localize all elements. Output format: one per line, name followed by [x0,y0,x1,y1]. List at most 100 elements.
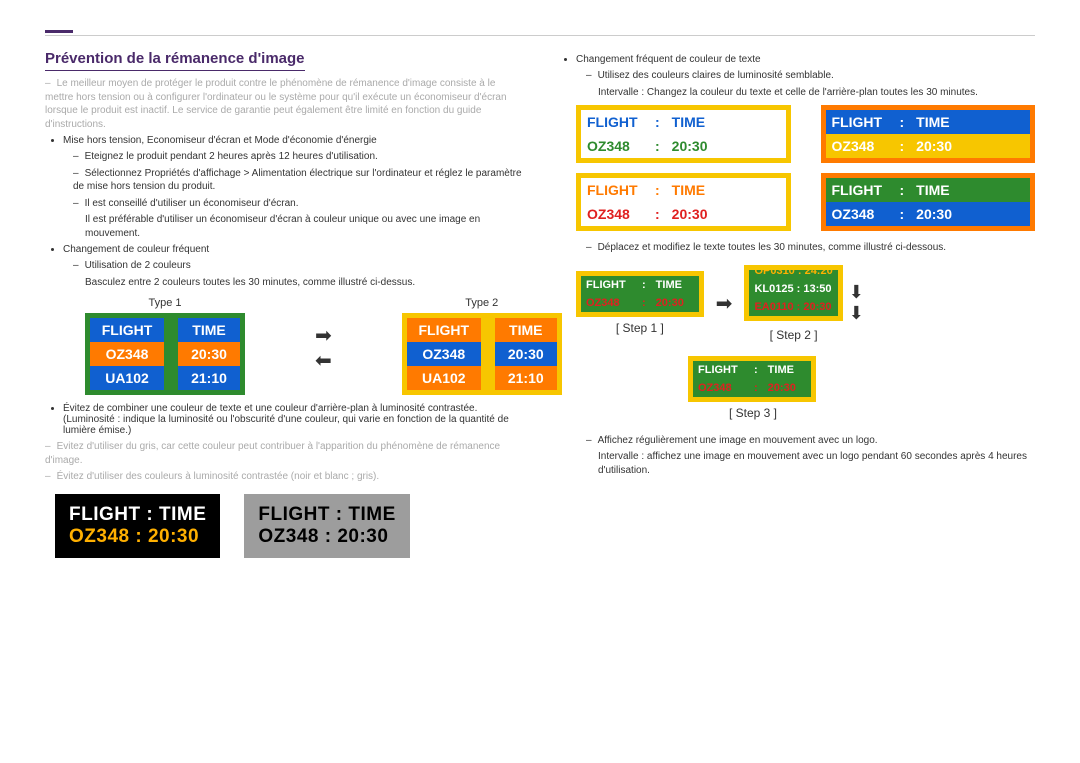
c: OZ348 [581,294,637,312]
top-rule [45,35,1035,36]
gap [164,342,178,366]
sub-display-props: Sélectionnez Propriétés d'affichage > Al… [73,167,522,194]
r-bullet-1: Changement fréquent de couleur de texte [576,54,1035,65]
contrast-black: FLIGHT : TIME OZ348 : 20:30 [55,494,220,558]
two-column-layout: Prévention de la rémanence d'image Le me… [45,50,1035,558]
cell: FLIGHT [826,110,894,134]
cell: OZ348 [826,202,894,226]
type2-label: Type 2 [402,297,562,309]
cell: 20:30 [666,134,726,158]
contrast-grey: FLIGHT : TIME OZ348 : 20:30 [244,494,409,558]
avoid-contrast-text: Évitez de combiner une couleur de texte … [63,403,477,414]
cell: 20:30 [666,202,726,226]
rc-board-1: FLIGHT:TIME OZ348:20:30 [576,105,791,163]
cell: 20:30 [910,202,970,226]
cell: OZ348 [581,202,649,226]
cell-2110: 21:10 [495,366,557,390]
arrow-down-icon: ⬇ [849,303,864,324]
type1-col: Type 1 FLIGHT TIME OZ348 20:30 UA102 [85,297,245,395]
cell-2110: 21:10 [178,366,240,390]
bullet-list-3: Évitez de combiner une couleur de texte … [63,403,522,436]
r-moving-logo-detail: Intervalle : affichez une image en mouve… [598,450,1035,477]
step1-block: FLIGHT:TIME OZ348:20:30 [ Step 1 ] [576,271,704,335]
cell: 20:30 [910,134,970,158]
type2-col: Type 2 FLIGHT TIME OZ348 20:30 UA102 [402,297,562,395]
section-heading: Prévention de la rémanence d'image [45,50,522,71]
c: EA0110 : 20:30 [749,298,836,316]
c: KL0125 : 13:50 [749,280,836,298]
step2-block: OP0310 : 24:20 KL0125 : 13:50 EA0110 : 2… [744,265,842,342]
arrow-right-icon: ➡ [315,323,332,348]
c: KL0025 : 16:50 [749,316,836,321]
gap [164,366,178,390]
step2-label: [ Step 2 ] [744,328,842,342]
swap-arrows: ➡ ⬅ [315,297,332,373]
heading-text: Prévention de la rémanence d'image [45,50,305,71]
row-oz: OZ348 : 20:30 [69,526,206,548]
left-column: Prévention de la rémanence d'image Le me… [45,50,522,558]
step3-block: FLIGHT:TIME OZ348:20:30 [ Step 3 ] [688,356,1035,420]
cell: OZ348 [581,134,649,158]
row-flight-time: FLIGHT : TIME [258,504,395,526]
step1-label: [ Step 1 ] [576,321,704,335]
bullet-list-1: Mise hors tension, Economiseur d'écran e… [63,135,522,146]
cell: FLIGHT [826,178,894,202]
c: OP0310 : 24:20 [749,265,837,280]
arrow-left-icon: ⬅ [315,348,332,373]
right-column: Changement fréquent de couleur de texte … [558,50,1035,558]
down-arrows: ⬇ ⬇ [849,282,864,324]
gap [164,318,178,342]
bullet-list-2: Changement de couleur fréquent [63,244,522,255]
grey-note-2: Évitez d'utiliser des couleurs à luminos… [45,470,522,484]
arrow-down-icon: ⬇ [849,282,864,303]
cell-ua: UA102 [90,366,164,390]
luminosity-def: (Luminosité : indique la luminosité ou l… [63,414,522,436]
rc-board-2: FLIGHT:TIME OZ348:20:30 [821,105,1036,163]
cell-time: TIME [178,318,240,342]
arrow-right-icon: ➡ [710,291,739,316]
r-move-text: Déplacez et modifiez le texte toutes les… [586,241,1035,255]
cell-2030: 20:30 [495,342,557,366]
r-interval-30: Intervalle : Changez la couleur du texte… [598,86,1035,100]
cell-flight: FLIGHT [90,318,164,342]
board-type2: FLIGHT TIME OZ348 20:30 UA102 21:10 [402,313,562,395]
step-row-12: FLIGHT:TIME OZ348:20:30 [ Step 1 ] ➡ OP0… [576,265,1035,342]
step1-board: FLIGHT:TIME OZ348:20:30 [576,271,704,317]
gap [481,318,495,342]
header-accent [45,30,73,33]
type1-label: Type 1 [85,297,245,309]
cell-time: TIME [495,318,557,342]
cell: TIME [910,178,970,202]
bullet-power-off: Mise hors tension, Economiseur d'écran e… [63,135,522,146]
r-moving-logo: Affichez régulièrement une image en mouv… [586,434,1035,448]
grey-note-1: Evitez d'utiliser du gris, car cette cou… [45,440,522,467]
cell: FLIGHT [581,178,649,202]
gap [481,342,495,366]
step2-board: OP0310 : 24:20 KL0125 : 13:50 EA0110 : 2… [744,265,842,321]
sub-2colors: Utilisation de 2 couleurs [73,259,522,273]
sub-12h: Eteignez le produit pendant 2 heures apr… [73,150,522,164]
c: 20:30 [763,379,811,397]
c: OZ348 [693,379,749,397]
type-boards-row: Type 1 FLIGHT TIME OZ348 20:30 UA102 [85,297,522,395]
cell-flight: FLIGHT [407,318,481,342]
rc-board-3: FLIGHT:TIME OZ348:20:30 [576,173,791,231]
bullet-avoid-contrast: Évitez de combiner une couleur de texte … [63,403,522,436]
sub-screensaver-detail: Il est préférable d'utiliser un économis… [85,213,522,240]
cell: TIME [666,178,726,202]
cell-ua: UA102 [407,366,481,390]
rc-board-4: FLIGHT:TIME OZ348:20:30 [821,173,1036,231]
cell-2030: 20:30 [178,342,240,366]
c: 20:30 [651,294,699,312]
c: TIME [651,276,699,294]
r-light-colors: Utilisez des couleurs claires de luminos… [586,69,1035,83]
cell: OZ348 [826,134,894,158]
four-board-grid: FLIGHT:TIME OZ348:20:30 FLIGHT:TIME OZ34… [576,105,1035,231]
intro-paragraph: Le meilleur moyen de protéger le produit… [45,77,522,131]
sub-screensaver: Il est conseillé d'utiliser un économise… [73,197,522,211]
cell-oz: OZ348 [90,342,164,366]
cell: TIME [666,110,726,134]
c: FLIGHT [693,361,749,379]
step3-label: [ Step 3 ] [688,406,818,420]
row-flight-time: FLIGHT : TIME [69,504,206,526]
